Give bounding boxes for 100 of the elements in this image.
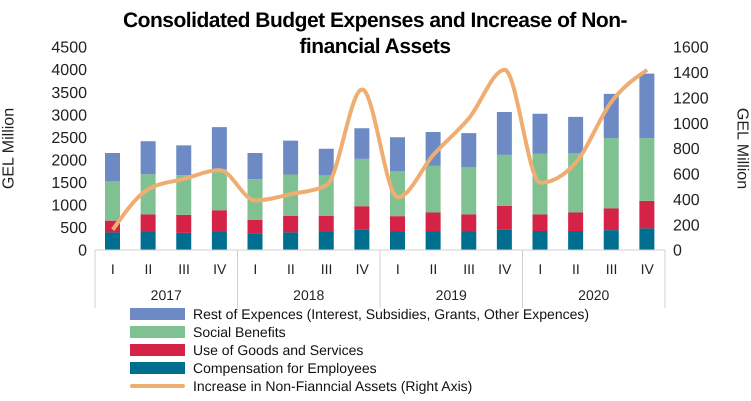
legend-label: Compensation for Employees [193, 360, 377, 376]
bar [496, 154, 512, 206]
y2-tick-label: 200 [673, 217, 700, 234]
line-series [110, 68, 650, 232]
bar [390, 137, 405, 172]
bar [212, 210, 227, 232]
y2-tick-label: 400 [673, 192, 700, 209]
bar [176, 232, 192, 250]
y-tick-label: 0 [78, 242, 88, 260]
x-tick-label: IV [498, 261, 512, 277]
x-tick-label: II [430, 261, 438, 277]
bar [461, 133, 476, 167]
y2-tick-label: 800 [673, 141, 700, 158]
bar [176, 214, 192, 233]
y-tick-label: 500 [60, 220, 88, 238]
text: 2018 [293, 287, 325, 303]
x-tick-label: II [144, 261, 152, 277]
text: 2017 [150, 287, 182, 303]
bar [532, 114, 548, 154]
bar [639, 74, 654, 138]
bar [354, 229, 370, 250]
y2-tick-label: 1600 [673, 40, 709, 57]
x-tick-label: III [178, 261, 190, 277]
y2-axis-title: GEL Million [733, 108, 750, 190]
y-tick-label: 3000 [51, 107, 88, 124]
bar [248, 220, 262, 234]
bar [212, 127, 227, 170]
bar [354, 158, 370, 206]
text: 2019 [436, 287, 468, 303]
x-tick-label: I [253, 261, 258, 277]
x-tick-label: IV [213, 261, 227, 277]
text: 2020 [578, 287, 610, 303]
bar [639, 200, 654, 228]
bar [105, 232, 120, 250]
chart-title: Consolidated Budget Expenses and Increase of Non-financial Assets [122, 8, 628, 60]
bar [283, 232, 298, 250]
y2-tick-label: 1400 [673, 65, 709, 82]
y-tick-label: 1000 [51, 198, 88, 215]
bar [105, 180, 120, 221]
bar [496, 229, 512, 250]
legend-label: Use of Goods and Services [193, 342, 364, 358]
bar [318, 148, 334, 176]
bar [390, 232, 405, 250]
y-tick-label: 4000 [51, 62, 88, 80]
bar [105, 153, 120, 181]
bar [176, 145, 192, 176]
bar [604, 208, 619, 230]
x-tick-label: II [572, 261, 580, 277]
y2-tick-label: 1200 [673, 90, 709, 108]
x-tick-label: IV [640, 261, 654, 277]
y-tick-label: 4500 [51, 40, 88, 57]
bar [318, 216, 334, 232]
x-tick-label: III [606, 261, 618, 277]
bar [140, 141, 156, 174]
bar [354, 128, 370, 159]
bar [568, 231, 584, 250]
bar [461, 232, 476, 250]
bar [461, 166, 476, 214]
bar [283, 216, 298, 232]
bar [639, 228, 654, 250]
legend-label: Increase in Non-Fianncial Assets (Right Axis) [193, 378, 472, 394]
bar [318, 232, 334, 250]
bar [568, 116, 584, 154]
bar [568, 212, 584, 232]
y2-tick-label: 600 [673, 166, 700, 184]
bar [426, 166, 441, 213]
bar [248, 233, 262, 250]
bar [212, 169, 227, 210]
bar [212, 232, 227, 250]
y-axis-title: GEL Million [0, 108, 18, 190]
bar [354, 206, 370, 230]
bar [390, 216, 405, 232]
x-tick-label: IV [356, 261, 370, 277]
y-tick-label: 1500 [51, 175, 88, 192]
y-tick-label: 2500 [51, 130, 88, 147]
y2-tick-label: 0 [673, 242, 682, 260]
y-tick-label: 2000 [51, 152, 88, 170]
x-tick-label: III [320, 261, 332, 277]
y-tick-label: 3500 [51, 84, 88, 102]
x-tick-label: I [396, 261, 400, 277]
bar [140, 214, 156, 232]
x-tick-label: II [287, 261, 295, 277]
bar [426, 232, 441, 250]
bar [604, 138, 619, 208]
bar [568, 153, 584, 213]
bar [532, 214, 548, 232]
legend-label: Rest of Expences (Interest, Subsidies, Grants, Other Expences) [193, 306, 590, 322]
legend-label: Social Benefits [193, 324, 286, 340]
x-tick-label: I [110, 261, 115, 277]
bar [532, 231, 548, 250]
x-tick-label: I [538, 261, 542, 277]
bar [283, 140, 298, 174]
bar [140, 232, 156, 250]
bar [426, 212, 441, 232]
bar [639, 138, 654, 201]
bar [496, 206, 512, 230]
bar [496, 112, 512, 155]
y2-tick-label: 1000 [673, 116, 709, 133]
bar [532, 153, 548, 214]
bar [461, 214, 476, 232]
